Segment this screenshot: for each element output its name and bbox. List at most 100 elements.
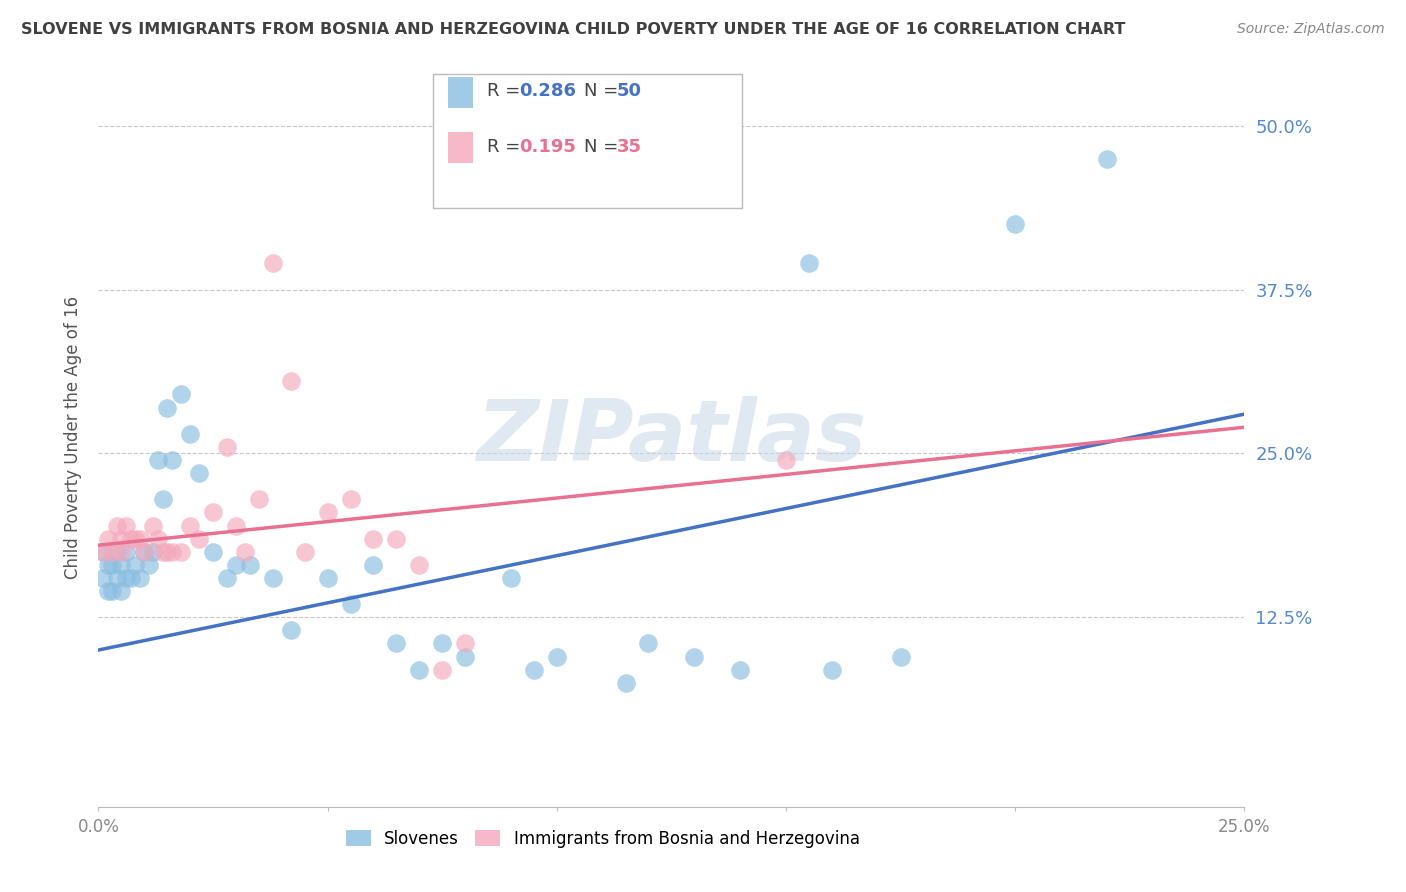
Point xyxy=(124,532,146,546)
Point xyxy=(134,545,156,559)
FancyBboxPatch shape xyxy=(449,77,474,108)
Text: ZIPatlas: ZIPatlas xyxy=(477,395,866,479)
Point xyxy=(215,440,238,454)
Y-axis label: Child Poverty Under the Age of 16: Child Poverty Under the Age of 16 xyxy=(63,295,82,579)
Point xyxy=(97,532,120,546)
Point xyxy=(430,636,453,650)
Point xyxy=(280,624,302,638)
Point xyxy=(316,505,339,519)
Point xyxy=(454,636,477,650)
Point xyxy=(110,532,132,546)
Text: R =: R = xyxy=(486,82,526,100)
Text: R =: R = xyxy=(486,138,526,156)
Point xyxy=(97,584,120,599)
Point xyxy=(120,532,142,546)
Point xyxy=(179,518,201,533)
Point xyxy=(316,571,339,585)
Point xyxy=(363,532,385,546)
Text: SLOVENE VS IMMIGRANTS FROM BOSNIA AND HERZEGOVINA CHILD POVERTY UNDER THE AGE OF: SLOVENE VS IMMIGRANTS FROM BOSNIA AND HE… xyxy=(21,22,1125,37)
Point xyxy=(797,256,820,270)
Point xyxy=(614,675,637,690)
Point xyxy=(105,545,128,559)
Point xyxy=(454,649,477,664)
Point xyxy=(101,558,124,572)
Point xyxy=(233,545,256,559)
Legend: Slovenes, Immigrants from Bosnia and Herzegovina: Slovenes, Immigrants from Bosnia and Her… xyxy=(339,823,866,855)
Point xyxy=(775,453,797,467)
Text: N =: N = xyxy=(585,138,624,156)
Point xyxy=(339,597,361,611)
Point xyxy=(128,571,150,585)
Point xyxy=(156,401,179,415)
Point xyxy=(239,558,262,572)
Point xyxy=(105,571,128,585)
Point xyxy=(101,584,124,599)
Point xyxy=(97,558,120,572)
Point xyxy=(280,375,302,389)
Text: 0.195: 0.195 xyxy=(519,138,576,156)
Point xyxy=(294,545,316,559)
Point xyxy=(408,663,430,677)
Point xyxy=(430,663,453,677)
Point xyxy=(91,571,114,585)
Point xyxy=(120,571,142,585)
Point xyxy=(188,532,211,546)
Point xyxy=(247,492,270,507)
Point xyxy=(683,649,706,664)
Point xyxy=(91,545,114,559)
Point xyxy=(179,426,201,441)
Point xyxy=(110,545,132,559)
Point xyxy=(170,387,193,401)
Point xyxy=(142,518,165,533)
Point xyxy=(225,558,247,572)
Point xyxy=(262,256,284,270)
Point xyxy=(160,453,183,467)
Point xyxy=(385,636,408,650)
Point xyxy=(188,466,211,480)
Point xyxy=(152,492,174,507)
Point xyxy=(1004,217,1026,231)
Point xyxy=(262,571,284,585)
Point xyxy=(202,505,225,519)
Point xyxy=(160,545,183,559)
Point xyxy=(728,663,751,677)
Point xyxy=(124,558,146,572)
Text: N =: N = xyxy=(585,82,624,100)
FancyBboxPatch shape xyxy=(449,132,474,163)
Point xyxy=(215,571,238,585)
FancyBboxPatch shape xyxy=(433,74,742,208)
Point xyxy=(110,584,132,599)
Point xyxy=(152,545,174,559)
Point xyxy=(115,545,138,559)
Point xyxy=(637,636,659,650)
Text: 35: 35 xyxy=(616,138,641,156)
Point xyxy=(134,545,156,559)
Text: 50: 50 xyxy=(616,82,641,100)
Point xyxy=(115,518,138,533)
Point xyxy=(339,492,361,507)
Point xyxy=(128,532,150,546)
Point xyxy=(101,545,124,559)
Point xyxy=(115,571,138,585)
Point xyxy=(1095,152,1118,166)
Point xyxy=(385,532,408,546)
Point xyxy=(156,545,179,559)
Point xyxy=(138,558,160,572)
Text: 0.286: 0.286 xyxy=(519,82,576,100)
Point xyxy=(523,663,546,677)
Point xyxy=(110,558,132,572)
Text: Source: ZipAtlas.com: Source: ZipAtlas.com xyxy=(1237,22,1385,37)
Point xyxy=(499,571,522,585)
Point xyxy=(225,518,247,533)
Point xyxy=(142,545,165,559)
Point xyxy=(546,649,568,664)
Point xyxy=(146,532,169,546)
Point xyxy=(408,558,430,572)
Point xyxy=(889,649,911,664)
Point xyxy=(146,453,169,467)
Point xyxy=(202,545,225,559)
Point xyxy=(821,663,844,677)
Point xyxy=(105,518,128,533)
Point xyxy=(170,545,193,559)
Point xyxy=(91,545,114,559)
